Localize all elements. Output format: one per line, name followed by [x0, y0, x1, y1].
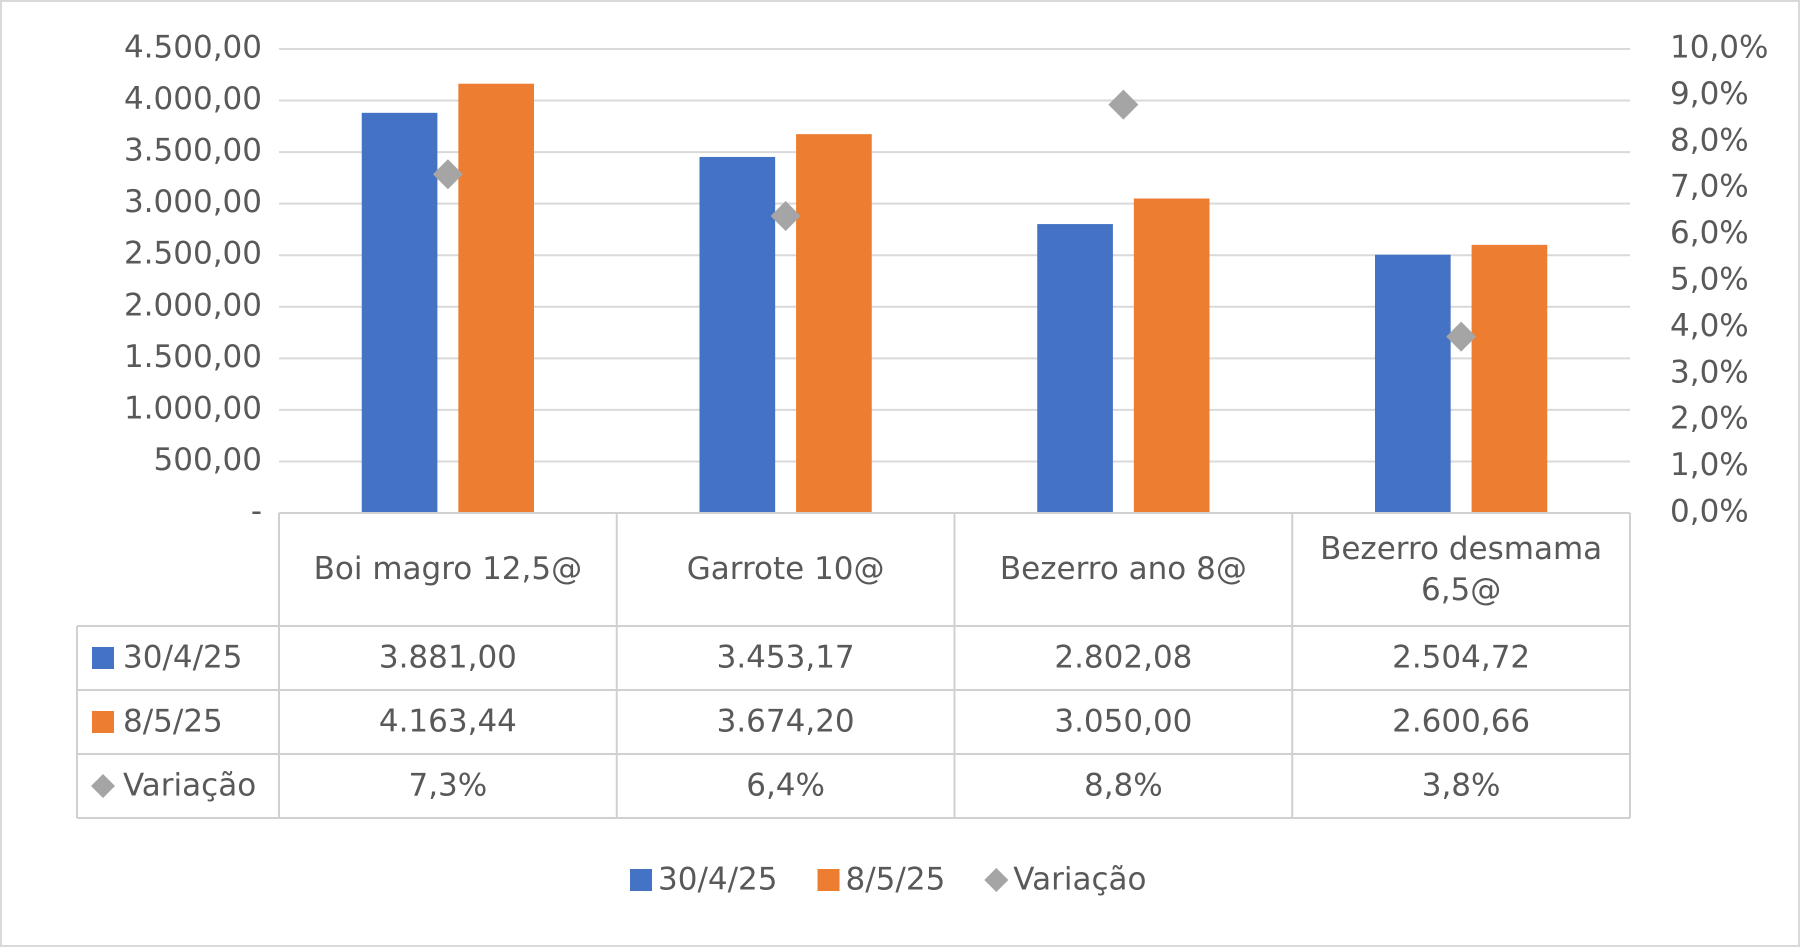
bar: [458, 83, 535, 514]
table-value: 3.674,20: [717, 704, 855, 740]
y-tick-label: 4.000,00: [124, 81, 262, 117]
legend-key: [984, 868, 1009, 892]
y-tick-label: -: [251, 494, 262, 530]
category-label: Garrote 10@: [686, 551, 885, 588]
y2-tick-label: 2,0%: [1670, 401, 1749, 437]
y-tick-label: 2.000,00: [124, 287, 262, 323]
y2-tick-label: 8,0%: [1670, 122, 1749, 158]
y-tick-label: 3.000,00: [124, 184, 262, 220]
marker: [770, 201, 801, 232]
table-value: 2.802,08: [1054, 640, 1192, 676]
bar: [1037, 224, 1113, 514]
table-value: 3,8%: [1422, 768, 1501, 804]
table-value: 7,3%: [408, 768, 487, 804]
marker: [1446, 321, 1477, 352]
table-legend-key: [92, 711, 114, 733]
category-label: Bezerro desmama 6,5@: [1320, 531, 1603, 608]
y2-tick-label: 6,0%: [1670, 215, 1749, 251]
y2-tick-label: 1,0%: [1670, 447, 1749, 483]
table-value: 4.163,44: [379, 704, 517, 740]
bar: [699, 156, 776, 513]
table-value: 6,4%: [746, 768, 825, 804]
table-value: 3.453,17: [717, 640, 855, 676]
table-legend-key: [91, 774, 115, 798]
bar: [361, 112, 438, 513]
category-label: Boi magro 12,5@: [313, 551, 583, 588]
table-value: 3.881,00: [379, 640, 517, 676]
legend-label: 8/5/25: [846, 862, 946, 898]
y2-tick-label: 3,0%: [1670, 354, 1749, 390]
y2-tick-label: 5,0%: [1670, 262, 1749, 298]
legend-key: [817, 869, 840, 891]
y2-tick-label: 9,0%: [1670, 76, 1749, 112]
table-value: 2.600,66: [1392, 704, 1530, 740]
y-tick-label: 500,00: [154, 442, 262, 478]
bar: [1471, 244, 1548, 513]
marker: [432, 159, 463, 190]
category-label-box: Boi magro 12,5@: [313, 551, 583, 588]
category-label-box: Garrote 10@: [686, 551, 885, 588]
y2-tick-label: 4,0%: [1670, 308, 1749, 344]
y-tick-label: 2.500,00: [124, 236, 262, 272]
table-legend-key: [92, 647, 114, 669]
y-tick-label: 4.500,00: [124, 30, 262, 66]
y-tick-label: 1.000,00: [124, 390, 262, 426]
y2-tick-label: 10,0%: [1670, 30, 1768, 66]
category-label-box: Bezerro desmama 6,5@: [1320, 531, 1603, 608]
table-value: 2.504,72: [1392, 640, 1530, 676]
y2-tick-label: 0,0%: [1670, 494, 1749, 530]
legend-key: [630, 869, 652, 891]
row-header: 8/5/25: [123, 704, 223, 740]
bar: [796, 134, 872, 513]
bar: [1133, 198, 1210, 513]
row-header: Variação: [123, 768, 256, 804]
y-tick-label: 3.500,00: [124, 133, 262, 169]
category-label-box: Bezerro ano 8@: [999, 551, 1247, 588]
legend-label: 30/4/25: [658, 862, 778, 898]
row-header: 30/4/25: [123, 640, 243, 676]
category-label: Bezerro ano 8@: [999, 551, 1247, 588]
table-value: 8,8%: [1084, 768, 1163, 804]
y2-tick-label: 7,0%: [1670, 169, 1749, 205]
legend-label: Variação: [1013, 862, 1146, 898]
marker: [1108, 89, 1139, 120]
bar: [1374, 254, 1451, 513]
table-value: 3.050,00: [1054, 704, 1192, 740]
y-tick-label: 1.500,00: [124, 339, 262, 375]
